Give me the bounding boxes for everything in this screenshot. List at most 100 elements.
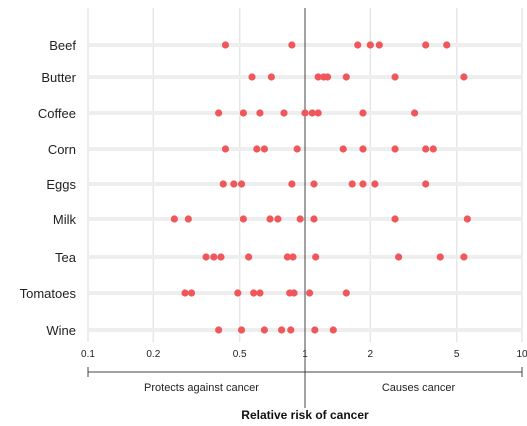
point-coffee-4: [301, 109, 309, 117]
x-tick-label-5: 5: [454, 349, 460, 360]
point-milk-0: [170, 215, 178, 223]
x-tick-labels: 0.1 0.2 0.5 1 2 5 10: [81, 349, 527, 360]
causes-annotation: Causes cancer: [382, 382, 456, 394]
point-tomatoes-4: [256, 289, 264, 297]
point-tea-6: [312, 253, 320, 261]
point-tea-9: [460, 253, 468, 261]
point-coffee-2: [256, 109, 264, 117]
point-tomatoes-2: [234, 289, 242, 297]
category-label-beef: Beef: [49, 38, 76, 53]
point-tea-8: [436, 253, 444, 261]
point-corn-6: [391, 145, 399, 153]
point-beef-0: [221, 41, 230, 49]
point-wine-6: [329, 326, 337, 334]
point-milk-6: [310, 215, 318, 223]
x-tick-label-6: 10: [516, 349, 527, 360]
point-eggs-3: [288, 180, 296, 188]
point-corn-2: [260, 145, 269, 153]
point-eggs-2: [237, 180, 246, 188]
point-coffee-3: [280, 109, 288, 117]
point-tea-4: [283, 253, 292, 261]
point-coffee-5: [308, 109, 316, 117]
point-corn-8: [429, 145, 437, 153]
point-tea-3: [245, 253, 253, 261]
point-wine-4: [287, 326, 295, 334]
point-tomatoes-6: [290, 289, 298, 297]
point-corn-3: [293, 145, 301, 153]
point-tomatoes-0: [181, 289, 189, 297]
point-wine-0: [215, 326, 223, 334]
category-label-corn: Corn: [48, 142, 76, 157]
point-beef-5: [422, 41, 430, 49]
point-milk-8: [463, 215, 471, 223]
point-beef-6: [443, 41, 451, 49]
point-tomatoes-7: [305, 289, 314, 297]
x-tick-label-4: 2: [368, 349, 374, 360]
point-tomatoes-3: [250, 289, 258, 297]
point-butter-2: [314, 73, 322, 81]
category-label-coffee: Coffee: [38, 106, 76, 121]
point-wine-1: [237, 326, 246, 334]
point-tea-1: [210, 253, 218, 261]
point-milk-4: [274, 215, 282, 223]
x-tick-label-2: 0.5: [233, 349, 247, 360]
point-beef-1: [288, 41, 296, 49]
point-corn-4: [339, 145, 347, 153]
point-tea-2: [217, 253, 225, 261]
point-eggs-8: [422, 180, 430, 188]
point-tea-5: [289, 253, 297, 261]
point-eggs-0: [219, 180, 227, 188]
category-label-tomatoes: Tomatoes: [20, 286, 77, 301]
point-coffee-1: [239, 109, 247, 117]
x-axis-title: Relative risk of cancer: [241, 408, 369, 422]
data-points: [170, 41, 471, 334]
point-butter-1: [267, 73, 275, 81]
grid-lines: [87, 8, 523, 342]
x-tick-label-3: 1: [302, 349, 308, 360]
x-tick-label-0: 0.1: [81, 349, 95, 360]
point-corn-5: [359, 145, 367, 153]
category-label-milk: Milk: [53, 212, 77, 227]
point-butter-5: [342, 73, 350, 81]
point-corn-7: [422, 145, 430, 153]
point-eggs-5: [348, 180, 356, 188]
point-tomatoes-8: [342, 289, 350, 297]
protects-annotation: Protects against cancer: [144, 382, 259, 394]
point-milk-7: [391, 215, 399, 223]
point-corn-1: [253, 145, 261, 153]
category-labels: Beef Butter Coffee Corn Eggs Milk Tea Tomatoes W…: [20, 38, 77, 338]
point-wine-2: [260, 326, 269, 334]
point-butter-6: [391, 73, 399, 81]
category-label-wine: Wine: [46, 323, 76, 338]
point-milk-5: [296, 215, 304, 223]
point-wine-5: [311, 326, 319, 334]
point-tea-0: [202, 253, 210, 261]
point-butter-4: [323, 73, 332, 81]
x-tick-label-1: 0.2: [146, 349, 160, 360]
category-label-eggs: Eggs: [46, 177, 76, 192]
point-coffee-0: [215, 109, 223, 117]
point-eggs-1: [230, 180, 238, 188]
point-coffee-6: [314, 109, 322, 117]
point-butter-0: [248, 73, 256, 81]
point-eggs-6: [359, 180, 367, 188]
point-milk-1: [184, 215, 192, 223]
point-beef-2: [354, 41, 362, 49]
point-coffee-7: [359, 109, 367, 117]
point-beef-4: [375, 41, 383, 49]
point-corn-0: [221, 145, 230, 153]
category-label-butter: Butter: [41, 70, 76, 85]
point-tomatoes-1: [187, 289, 196, 297]
point-eggs-7: [371, 180, 379, 188]
direction-bracket: [87, 367, 523, 377]
point-milk-3: [266, 215, 274, 223]
point-eggs-4: [310, 180, 318, 188]
point-butter-7: [460, 73, 468, 81]
point-wine-3: [277, 326, 286, 334]
point-beef-3: [366, 41, 374, 49]
point-tea-7: [395, 253, 403, 261]
category-label-tea: Tea: [55, 250, 77, 265]
point-milk-2: [239, 215, 247, 223]
point-coffee-8: [411, 109, 419, 117]
